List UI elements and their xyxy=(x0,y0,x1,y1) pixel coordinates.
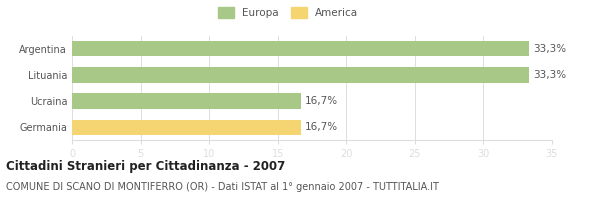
Bar xyxy=(72,93,301,109)
Text: 33,3%: 33,3% xyxy=(533,70,566,80)
Text: 16,7%: 16,7% xyxy=(305,96,338,106)
Text: 16,7%: 16,7% xyxy=(305,122,338,132)
Bar xyxy=(72,41,529,56)
Text: 33,3%: 33,3% xyxy=(533,44,566,54)
Text: Cittadini Stranieri per Cittadinanza - 2007: Cittadini Stranieri per Cittadinanza - 2… xyxy=(6,160,285,173)
Legend: Europa, America: Europa, America xyxy=(214,3,362,22)
Bar xyxy=(72,67,529,83)
Bar xyxy=(72,120,301,135)
Text: COMUNE DI SCANO DI MONTIFERRO (OR) - Dati ISTAT al 1° gennaio 2007 - TUTTITALIA.: COMUNE DI SCANO DI MONTIFERRO (OR) - Dat… xyxy=(6,182,439,192)
